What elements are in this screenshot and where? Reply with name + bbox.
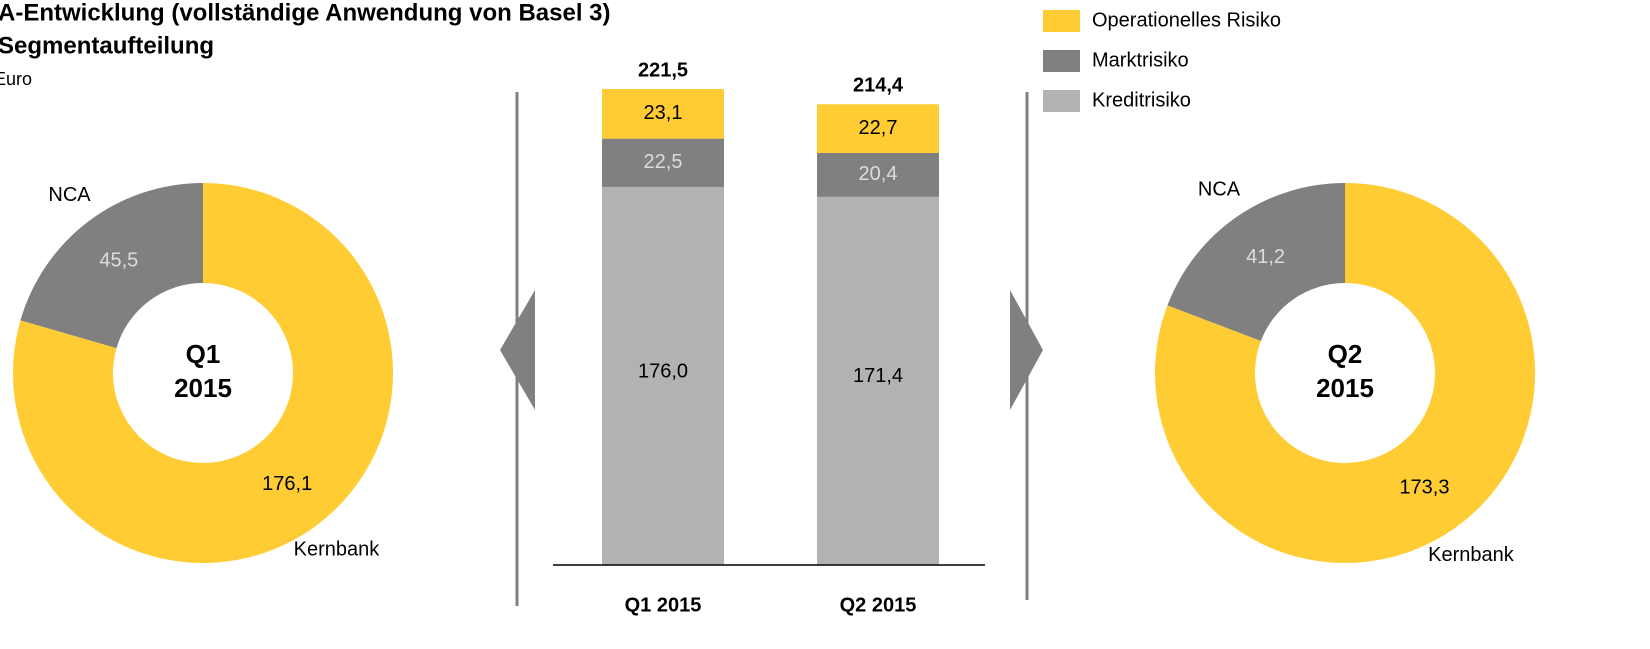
category-label: Kernbank <box>1428 544 1515 566</box>
arrow-left <box>500 290 535 410</box>
value-label: 22,5 <box>644 151 683 173</box>
value-label: 41,2 <box>1246 246 1285 268</box>
category-label: NCA <box>48 184 91 206</box>
value-label: 20,4 <box>859 163 898 185</box>
donut-slice <box>20 183 203 349</box>
bar-segment <box>817 196 939 565</box>
total-label: 221,5 <box>638 59 688 81</box>
value-label: 176,1 <box>262 473 312 495</box>
legend-label: Marktrisiko <box>1092 49 1189 71</box>
subtitle: Segmentaufteilung <box>0 32 214 59</box>
category-label: Kernbank <box>294 539 381 561</box>
donut-slice <box>1155 183 1535 563</box>
value-label: 22,7 <box>859 117 898 139</box>
total-label: 214,4 <box>853 75 904 97</box>
legend-label: Kreditrisiko <box>1092 89 1191 111</box>
value-label: 23,1 <box>644 102 683 124</box>
value-label: 176,0 <box>638 360 688 382</box>
center-label: 2015 <box>1316 373 1374 403</box>
title: A-Entwicklung (vollständige Anwendung vo… <box>0 0 611 26</box>
x-tick-label: Q2 2015 <box>840 594 917 616</box>
unit-label: Euro <box>0 69 32 89</box>
bar-segment <box>602 138 724 187</box>
center-label: Q1 <box>186 339 221 369</box>
center-label: Q2 <box>1328 339 1363 369</box>
bar-segment <box>602 89 724 139</box>
bar-segment <box>602 186 724 565</box>
donut-slice <box>1167 183 1345 341</box>
legend-label: Operationelles Risiko <box>1092 9 1281 31</box>
value-label: 45,5 <box>99 249 138 271</box>
value-label: 171,4 <box>853 365 903 387</box>
legend-swatch <box>1043 90 1080 112</box>
center-label: 2015 <box>174 373 232 403</box>
donut-slice <box>12 183 394 564</box>
arrow-right <box>1010 290 1043 410</box>
value-label: 173,3 <box>1399 477 1449 499</box>
legend-swatch <box>1043 10 1080 32</box>
category-label: NCA <box>1198 178 1241 200</box>
bar-segment <box>817 153 939 197</box>
legend-swatch <box>1043 50 1080 72</box>
x-tick-label: Q1 2015 <box>625 594 702 616</box>
bar-segment <box>817 104 939 154</box>
